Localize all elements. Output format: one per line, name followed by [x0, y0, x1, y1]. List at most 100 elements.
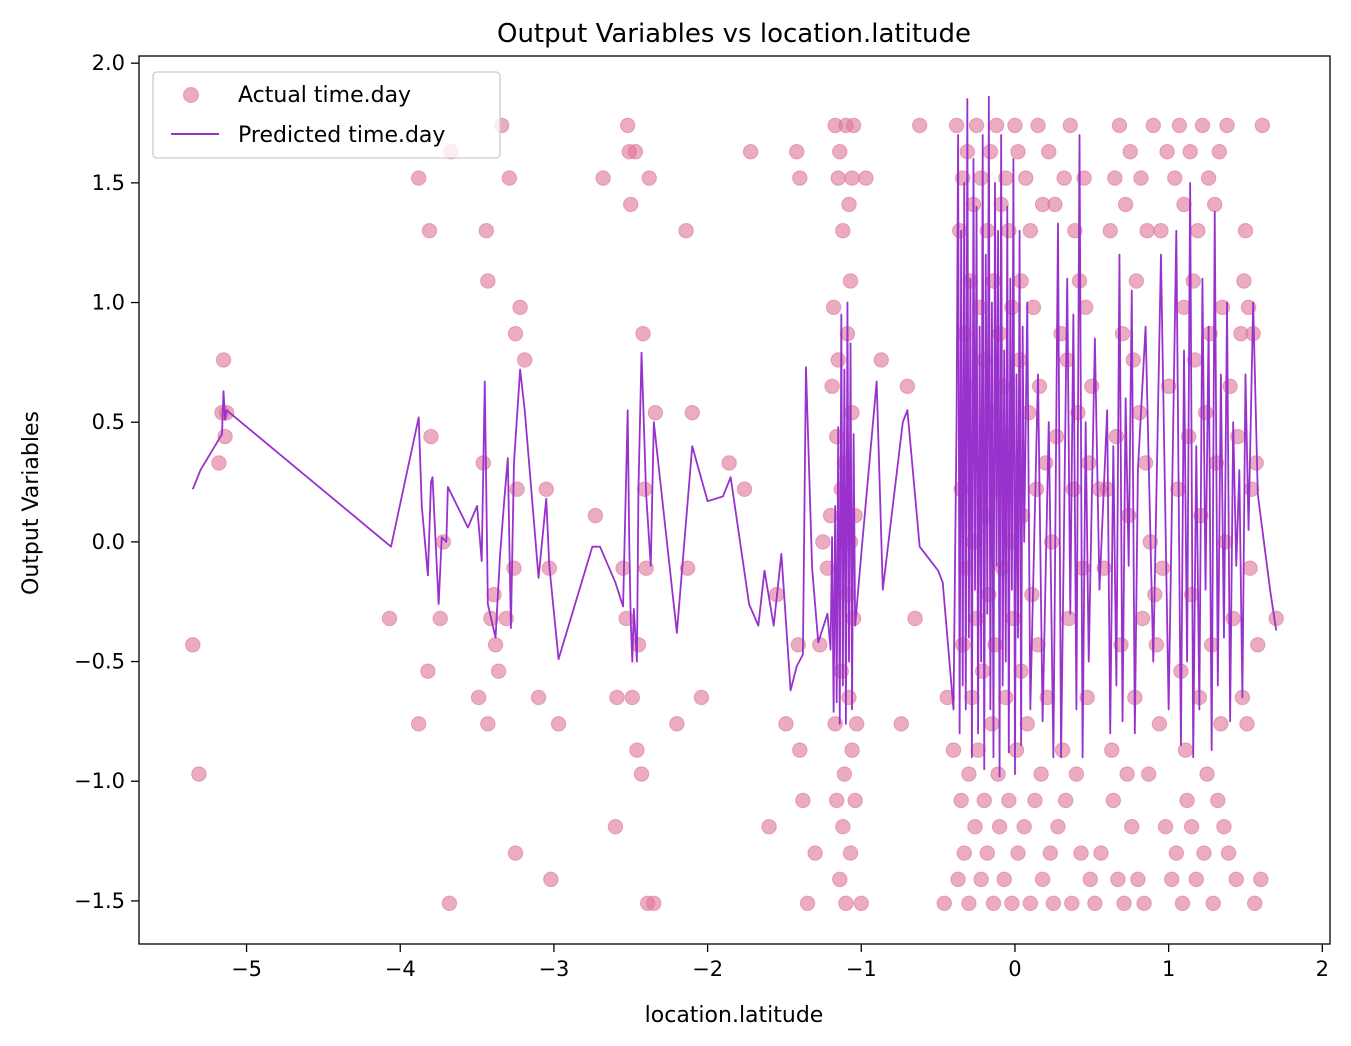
actual-point — [1042, 845, 1059, 861]
actual-point — [1174, 895, 1191, 912]
actual-point — [736, 481, 753, 497]
actual-point — [595, 170, 611, 186]
x-tick-label: −5 — [231, 957, 262, 981]
actual-point — [501, 170, 518, 186]
actual-point — [1064, 895, 1080, 912]
actual-point — [1084, 378, 1100, 395]
actual-point — [907, 610, 923, 627]
actual-point — [638, 560, 654, 576]
actual-point — [961, 766, 977, 782]
actual-point — [1247, 895, 1263, 912]
actual-point — [845, 117, 862, 134]
actual-point — [1047, 196, 1063, 213]
legend-label-actual: Actual time.day — [238, 83, 411, 108]
actual-point — [1222, 378, 1238, 395]
x-tick-label: −1 — [846, 957, 877, 981]
actual-point — [1050, 819, 1066, 835]
actual-point — [1145, 117, 1161, 134]
actual-point — [1028, 481, 1045, 497]
actual-point — [1013, 273, 1029, 289]
actual-point — [1194, 117, 1211, 134]
actual-point — [825, 299, 842, 316]
actual-point — [478, 223, 495, 239]
actual-point — [410, 170, 427, 186]
legend-marker-actual — [183, 87, 199, 103]
actual-point — [623, 196, 639, 213]
actual-point — [1082, 871, 1098, 888]
actual-point — [1087, 895, 1103, 912]
actual-point — [1110, 871, 1126, 888]
actual-point — [543, 871, 559, 888]
actual-point — [824, 378, 840, 395]
actual-point — [1124, 819, 1140, 835]
legend-box — [152, 71, 501, 159]
actual-point — [945, 742, 962, 758]
actual-point — [381, 610, 398, 627]
actual-point — [948, 117, 965, 134]
actual-point — [838, 895, 854, 912]
actual-point — [1151, 716, 1168, 732]
actual-point — [1250, 637, 1266, 653]
actual-point — [1237, 223, 1254, 239]
actual-point — [832, 871, 848, 888]
actual-point — [1168, 845, 1185, 861]
actual-point — [1010, 144, 1026, 160]
x-tick-label: 2 — [1316, 957, 1329, 981]
actual-point — [911, 117, 928, 134]
actual-point — [827, 716, 843, 732]
actual-point — [842, 273, 859, 289]
actual-point — [1116, 895, 1132, 912]
actual-point — [1200, 170, 1217, 186]
actual-point — [873, 352, 889, 368]
actual-point — [976, 792, 992, 809]
actual-point — [778, 716, 794, 732]
actual-point — [1153, 223, 1169, 239]
actual-point — [844, 742, 860, 758]
actual-point — [1205, 895, 1221, 912]
x-axis: −5 −4 −3 −2 −1 0 1 2 — [231, 944, 1329, 981]
actual-point — [792, 742, 808, 758]
y-tick-label: −1.5 — [74, 889, 125, 913]
actual-point — [420, 663, 436, 679]
actual-point — [1133, 170, 1149, 186]
actual-point — [647, 404, 664, 421]
actual-point — [507, 845, 524, 861]
actual-point — [1125, 352, 1141, 368]
actual-point — [509, 481, 525, 497]
actual-point — [973, 170, 989, 186]
actual-point — [480, 716, 496, 732]
actual-point — [1010, 845, 1026, 861]
actual-point — [641, 170, 657, 186]
actual-point — [853, 895, 869, 912]
x-tick-label: −2 — [692, 957, 723, 981]
actual-point — [191, 766, 207, 782]
actual-point — [1171, 117, 1188, 134]
y-tick-label: 1.0 — [92, 291, 125, 315]
actual-point — [512, 299, 528, 316]
actual-point — [211, 455, 227, 471]
y-axis: −1.5 −1.0 −0.5 0.0 0.5 1.0 1.5 2.0 — [74, 51, 139, 913]
actual-point — [998, 689, 1014, 706]
actual-point — [636, 481, 653, 497]
actual-point — [848, 716, 865, 732]
actual-point — [807, 845, 823, 861]
actual-point — [423, 428, 439, 445]
predicted-line-layer — [191, 95, 1278, 778]
actual-point — [1225, 610, 1241, 627]
actual-point — [678, 223, 694, 239]
actual-point — [1105, 792, 1122, 809]
y-tick-label: 0.5 — [92, 410, 125, 434]
actual-point — [1041, 144, 1057, 160]
actual-point — [1016, 819, 1032, 835]
actual-point — [1213, 716, 1229, 732]
actual-point — [635, 325, 651, 342]
actual-point — [480, 273, 496, 289]
actual-point — [669, 716, 685, 732]
actual-point — [996, 871, 1012, 888]
actual-point — [792, 170, 808, 186]
actual-point — [1183, 819, 1200, 835]
actual-point — [832, 144, 848, 160]
actual-point — [1117, 196, 1134, 213]
y-tick-label: −0.5 — [74, 650, 125, 674]
actual-point — [795, 792, 811, 809]
